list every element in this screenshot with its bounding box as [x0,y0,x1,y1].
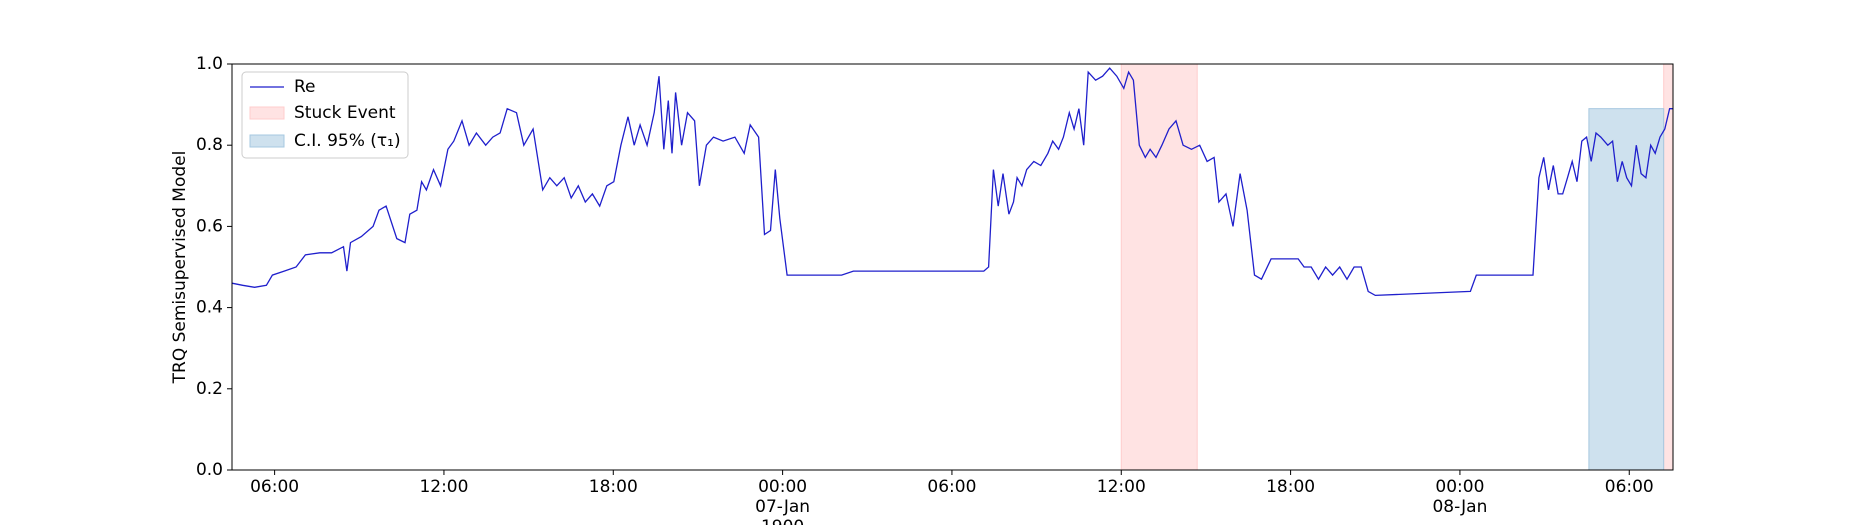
x-tick-label: 06:00 [927,477,976,497]
y-axis-label: TRQ Semisupervised Model [170,151,190,385]
y-tick-label: 1.0 [196,54,223,74]
x-tick-label: 18:00 [1266,477,1315,497]
legend-swatch [249,134,285,148]
legend-label: Re [294,77,316,97]
legend-label: C.I. 95% (τ₁) [294,131,401,151]
x-tick-label: 00:00 08-Jan [1432,477,1487,517]
x-tick-label: 06:00 [250,477,299,497]
stuck-event [1663,63,1674,471]
legend-label: Stuck Event [294,103,396,123]
y-tick-label: 0.2 [196,379,223,399]
x-tick-label: 18:00 [589,477,638,497]
x-tick-label: 06:00 [1605,477,1654,497]
y-tick-label: 0.0 [196,460,223,480]
y-tick-label: 0.8 [196,135,223,155]
confidence-interval [1588,108,1665,471]
stuck-event [1120,63,1198,471]
plot-frame [231,63,1674,471]
y-tick-label: 0.6 [196,216,223,236]
data-line [231,67,1673,297]
y-tick-label: 0.4 [196,298,223,318]
x-tick-label: 12:00 [1097,477,1146,497]
x-tick-label: 12:00 [419,477,468,497]
legend-swatch [249,106,285,120]
